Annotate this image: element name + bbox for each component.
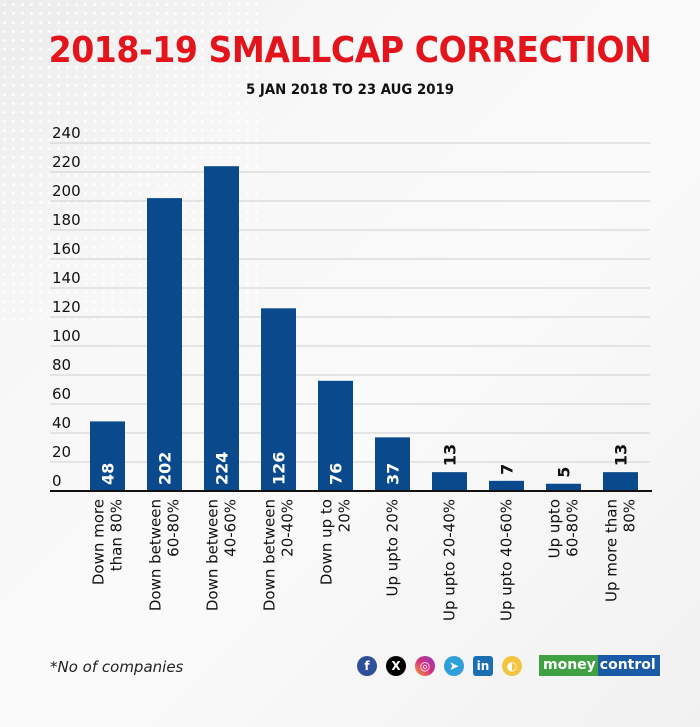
x-category-label: 60-80% <box>564 499 582 557</box>
x-category-label: 80% <box>621 499 639 532</box>
instagram-icon[interactable]: ◎ <box>415 656 435 676</box>
bar <box>90 421 125 491</box>
bar <box>546 483 581 491</box>
telegram-icon[interactable]: ➤ <box>444 656 464 676</box>
bar <box>375 437 410 491</box>
social-icons: f X ◎ ➤ in ◐ <box>357 656 522 676</box>
bar <box>489 480 524 491</box>
y-tick-label: 240 <box>52 124 81 142</box>
x-category-label: Up upto 40-60% <box>498 499 516 621</box>
y-tick-label: 80 <box>52 356 71 374</box>
bar <box>432 472 467 491</box>
facebook-icon[interactable]: f <box>357 656 377 676</box>
bar-data-label: 202 <box>156 452 175 485</box>
bar-data-label: 5 <box>555 467 574 478</box>
x-category-label: Down between <box>261 499 279 611</box>
x-category-label: Up upto <box>546 499 564 558</box>
x-category-label: Down between <box>204 499 222 611</box>
y-tick-label: 160 <box>52 240 81 258</box>
brand-control: control <box>597 655 660 676</box>
x-category-label: Down up to <box>318 499 336 585</box>
y-tick-label: 180 <box>52 211 81 229</box>
brand-money: money <box>539 655 598 676</box>
linkedin-icon[interactable]: in <box>473 656 493 676</box>
bar <box>204 166 239 491</box>
x-category-label: Up upto 20-40% <box>441 499 459 621</box>
x-category-label: than 80% <box>108 499 126 571</box>
bar-chart: 0 20 40 60 80 100 120 140 160 180 200 220 240 48 Down … <box>50 124 652 621</box>
bar-data-label: 37 <box>384 463 403 485</box>
bar-data-label: 13 <box>441 444 460 466</box>
bar <box>147 198 182 491</box>
y-tick-label: 100 <box>52 327 81 345</box>
bar-data-label: 48 <box>99 463 118 485</box>
bar <box>261 308 296 491</box>
x-category-label: Down more <box>90 499 108 585</box>
x-category-label: Down between <box>147 499 165 611</box>
x-category-label: Up upto 20% <box>384 499 402 596</box>
bar-data-label: 126 <box>270 452 289 485</box>
x-category-label: 40-60% <box>222 499 240 557</box>
bar-data-label: 7 <box>498 464 517 475</box>
y-tick-label: 40 <box>52 414 71 432</box>
bar-data-label: 13 <box>612 444 631 466</box>
koo-icon[interactable]: ◐ <box>502 656 522 676</box>
bar <box>603 472 638 491</box>
bar <box>318 380 353 491</box>
chart-subtitle: 5 JAN 2018 TO 23 AUG 2019 <box>246 82 454 98</box>
footnote: *No of companies <box>50 658 184 676</box>
y-tick-label: 60 <box>52 385 71 403</box>
bar-data-label: 224 <box>213 452 232 485</box>
bar-data-label: 76 <box>327 463 346 485</box>
y-tick-label: 220 <box>52 153 81 171</box>
x-category-label: 20% <box>336 499 354 532</box>
y-tick-label: 140 <box>52 269 81 287</box>
x-category-label: 60-80% <box>165 499 183 557</box>
chart-title: 2018-19 SMALLCAP CORRECTION <box>48 30 652 71</box>
x-category-label: 20-40% <box>279 499 297 557</box>
x-category-label: Up more than <box>603 499 621 602</box>
y-tick-label: 120 <box>52 298 81 316</box>
y-tick-label: 200 <box>52 182 81 200</box>
y-tick-label: 0 <box>52 472 62 490</box>
y-tick-label: 20 <box>52 443 71 461</box>
moneycontrol-logo: money control <box>539 655 660 676</box>
x-icon[interactable]: X <box>386 656 406 676</box>
